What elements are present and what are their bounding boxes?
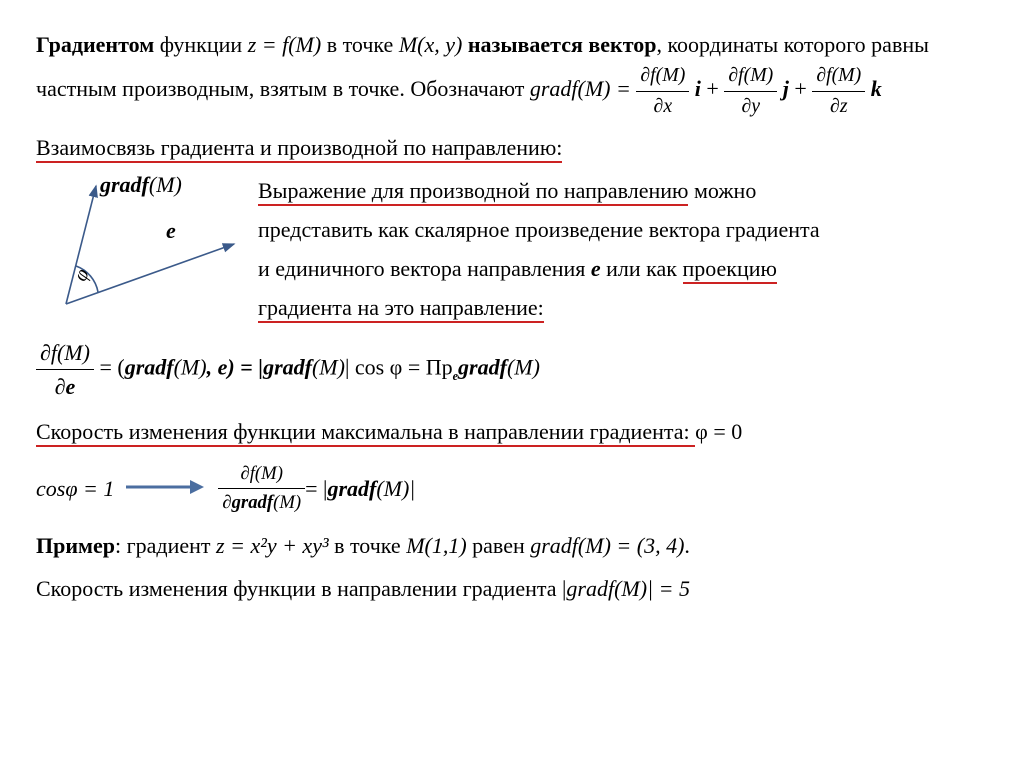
grad-label: gradf [530,76,578,101]
example-label: Пример [36,533,115,558]
unit-k: k [865,76,882,101]
cos-expr: cosφ = 1 [36,472,114,505]
definition-paragraph: Градиентом функции z = f(M) в точке M(x,… [36,28,988,121]
example-line-2: Скорость изменения функции в направлении… [36,572,988,605]
text-bold: называется вектор [462,32,656,57]
fraction-dz: ∂f(M)∂z [812,61,865,121]
vector-e: e [591,256,601,281]
vector-diagram: gradf(M) e φ [36,174,236,314]
underlined-phrase-2: градиента на это направление: [258,295,544,323]
unit-j: j [777,76,789,101]
underlined-phrase-1: Выражение для производной по направлению [258,178,688,206]
text: в точке [321,32,399,57]
fraction-dx: ∂f(M)∂x [636,61,689,121]
underlined-projection: проекцию [683,256,777,284]
cos-equation-line: cosφ = 1 ∂f(M) ∂gradf(M) = |gradf(M)| [36,460,988,517]
term-gradient: Градиентом [36,32,154,57]
diagram-grad-label: gradf(M) [100,168,182,201]
text: (M) = [578,76,637,101]
diagram-e-label: e [166,214,176,247]
unit-i: i [689,76,701,101]
explanation-text: Выражение для производной по направлению… [258,174,988,324]
max-speed-text: Скорость изменения функции максимальна в… [36,415,988,448]
relation-heading-text: Взаимосвязь градиента и производной по н… [36,135,562,163]
fraction-dgrad: ∂f(M) ∂gradf(M) [218,460,305,517]
relation-heading: Взаимосвязь градиента и производной по н… [36,131,988,164]
fraction-dy: ∂f(M)∂y [724,61,777,121]
formula-mxy: M(x, y) [399,32,463,57]
fraction-dfde: ∂f(M) ∂∂ee [36,336,94,403]
arrow-right-icon [124,472,204,505]
main-equation: ∂f(M) ∂∂ee = (gradf(M), e) = |gradf(M)| … [36,336,988,403]
diagram-and-text: gradf(M) e φ Выражение для производной п… [36,174,988,324]
formula-zfm: z = f(M) [248,32,322,57]
example-line-1: Пример: градиент z = x²y + xy³ в точке M… [36,529,988,562]
text-line: представить как скалярное произведение в… [258,213,988,246]
text: функции [154,32,248,57]
